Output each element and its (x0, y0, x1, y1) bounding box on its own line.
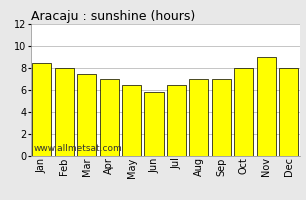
Text: Aracaju : sunshine (hours): Aracaju : sunshine (hours) (31, 10, 195, 23)
Bar (212, 79, 231, 156)
Bar (55, 68, 74, 156)
Bar (144, 92, 163, 156)
Bar (279, 68, 298, 156)
Bar (234, 68, 253, 156)
Bar (32, 62, 51, 156)
Text: www.allmetsat.com: www.allmetsat.com (33, 144, 122, 153)
Bar (100, 79, 119, 156)
Bar (189, 79, 208, 156)
Bar (77, 73, 96, 156)
Bar (167, 84, 186, 156)
Bar (257, 57, 276, 156)
Bar (122, 84, 141, 156)
